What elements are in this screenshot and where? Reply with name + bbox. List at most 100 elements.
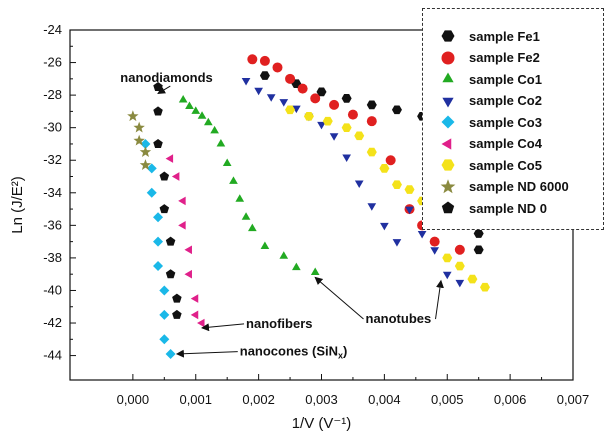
data-point <box>272 62 283 73</box>
legend-label: sample Co4 <box>469 136 542 151</box>
data-point <box>404 185 415 194</box>
data-point <box>197 318 205 328</box>
annotation-nanocones: nanocones (SiNx) <box>175 344 348 361</box>
y-axis-label: Ln (J/E²) <box>9 176 26 234</box>
legend-marker <box>441 30 455 42</box>
data-point <box>184 245 192 255</box>
annotation-nanofibers: nanofibers <box>201 316 313 332</box>
legend-marker <box>441 51 455 64</box>
data-point <box>454 261 465 271</box>
data-point <box>171 172 180 181</box>
annotation-label: nanocones (SiNx) <box>240 344 348 361</box>
data-point <box>222 158 232 166</box>
data-point <box>259 71 270 80</box>
data-point <box>366 147 377 157</box>
series-sample-co1 <box>178 95 320 276</box>
y-tick-label: -40 <box>43 282 62 297</box>
data-point <box>292 262 301 271</box>
data-point <box>248 223 257 232</box>
x-tick-label: 0,000 <box>117 392 150 407</box>
data-point <box>216 138 226 147</box>
data-point <box>178 95 188 103</box>
annotations: nanodiamonds nanofibers nanocones (SiNx) na… <box>120 70 444 361</box>
data-point <box>342 154 351 162</box>
data-point <box>392 239 402 247</box>
data-point <box>380 222 389 231</box>
data-point <box>178 196 186 206</box>
y-tick-label: -38 <box>43 250 62 265</box>
axes: 0,000 0,001 0,002 0,003 0,004 0,005 0,006 0,007… <box>9 22 589 432</box>
data-point <box>190 294 199 303</box>
annotation-nanodiamonds: nanodiamonds <box>120 70 213 95</box>
data-point <box>153 212 164 223</box>
data-point <box>430 247 440 255</box>
data-point <box>379 164 390 173</box>
data-point <box>297 83 308 94</box>
data-point <box>159 171 170 181</box>
legend-label: sample ND 6000 <box>469 179 569 194</box>
annotation-arrow <box>157 85 171 95</box>
data-point <box>322 116 333 126</box>
y-tick-label: -30 <box>43 120 62 135</box>
data-point <box>316 87 327 97</box>
data-point <box>247 54 258 65</box>
y-tick-label: -28 <box>43 87 62 102</box>
data-point <box>354 180 364 189</box>
data-point <box>153 106 163 116</box>
data-point <box>146 163 157 174</box>
data-point <box>172 309 182 319</box>
data-point <box>260 241 270 250</box>
legend-marker-shape <box>441 159 455 171</box>
data-point <box>329 99 340 110</box>
legend-marker-shape <box>441 51 455 64</box>
data-point <box>159 204 170 214</box>
data-point <box>254 87 263 96</box>
data-point <box>285 105 296 115</box>
x-tick-label: 0,002 <box>242 392 275 407</box>
data-point <box>310 93 321 104</box>
data-point <box>341 94 352 103</box>
data-point <box>235 194 245 202</box>
data-point <box>310 267 320 276</box>
data-point <box>139 146 152 157</box>
legend-label: sample Co1 <box>469 71 542 87</box>
series-sample-fe2 <box>247 54 465 255</box>
annotation-label: nanofibers <box>246 316 312 331</box>
annotation-arrow <box>175 349 238 358</box>
data-point <box>367 203 377 211</box>
annotation-label: nanotubes <box>366 311 432 326</box>
data-point <box>454 244 465 255</box>
legend-entry: sample Co5 <box>435 156 542 174</box>
data-point <box>391 180 402 189</box>
y-tick-label: -24 <box>43 22 62 37</box>
x-tick-label: 0,006 <box>494 392 527 407</box>
data-point <box>347 109 358 120</box>
data-point <box>354 131 365 141</box>
data-point <box>285 73 296 84</box>
y-tick-label: -42 <box>43 315 62 330</box>
y-tick-label: -34 <box>43 185 62 200</box>
data-point <box>127 110 139 122</box>
data-point <box>473 245 484 255</box>
annotation-arrow <box>314 276 364 320</box>
data-point <box>366 116 377 127</box>
legend-label: sample Co3 <box>469 114 542 130</box>
data-point <box>172 293 182 303</box>
legend-entry: sample Co3 <box>435 113 542 131</box>
data-point <box>133 134 145 146</box>
series-sample-co3 <box>140 138 176 359</box>
data-point <box>442 253 453 263</box>
data-point <box>185 101 194 110</box>
legend-entry: sample Fe1 <box>435 27 540 45</box>
data-point <box>153 236 164 247</box>
data-point <box>455 279 465 288</box>
data-point <box>479 282 490 292</box>
data-point <box>266 94 276 102</box>
legend: sample Fe1 sample Fe2 sample Co1 sample Co2… <box>422 8 604 230</box>
data-point <box>391 105 402 115</box>
data-point <box>178 221 186 230</box>
legend-marker <box>442 72 454 83</box>
data-points <box>127 54 490 359</box>
legend-entry: sample ND 6000 <box>435 178 569 196</box>
